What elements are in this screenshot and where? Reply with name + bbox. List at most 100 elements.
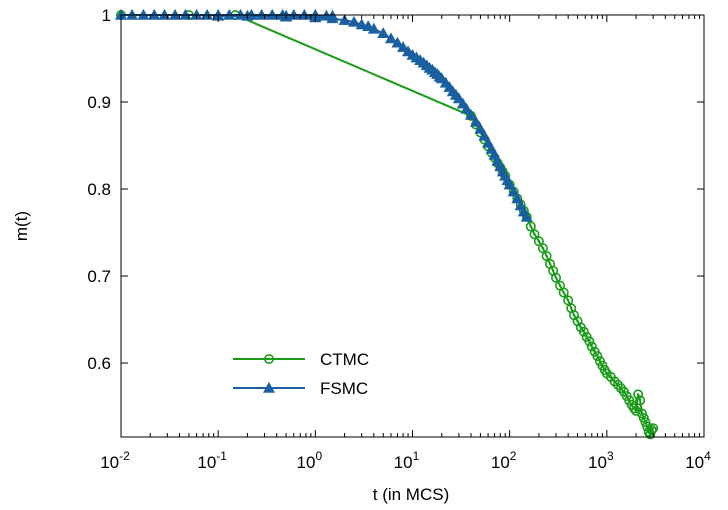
data-point [262, 381, 276, 393]
data-point [179, 8, 192, 20]
data-point [326, 12, 339, 24]
data-point [558, 287, 569, 298]
data-point [266, 8, 279, 20]
data-point [503, 178, 516, 190]
data-point-center [551, 269, 555, 273]
data-point-center [650, 428, 653, 432]
series-line [121, 14, 528, 218]
data-point [648, 423, 659, 434]
data-point [478, 129, 491, 141]
data-point [355, 18, 368, 30]
data-point-center [582, 330, 586, 333]
data-point [525, 221, 536, 232]
data-point [584, 336, 595, 347]
y-tick-label: 0.6 [87, 354, 111, 373]
series-ctmc [116, 10, 659, 440]
legend-item-fsmc: FSMC [233, 379, 368, 398]
x-tick-label: 10-2 [100, 449, 130, 472]
data-point [169, 8, 182, 20]
data-point-center [558, 284, 562, 287]
series-line [121, 14, 654, 437]
data-point [397, 41, 410, 52]
data-point [338, 14, 351, 25]
y-tick-label: 0.9 [87, 93, 111, 112]
data-point-center [638, 399, 642, 402]
data-point-center [548, 262, 552, 266]
data-point [640, 417, 651, 428]
data-point-center [572, 313, 576, 317]
x-tick-label: 102 [491, 449, 517, 472]
data-point-center [636, 393, 640, 396]
data-point [464, 108, 478, 120]
data-point [578, 326, 589, 337]
legend: CTMC FSMC [233, 350, 369, 398]
data-point-center [545, 254, 548, 258]
data-point [529, 229, 540, 240]
data-point [367, 22, 380, 34]
data-point [638, 412, 649, 423]
ticks-layer: 10-2 10-1 100 101 102 103 104 0.6 0.7 0.8 0.9 1 [87, 6, 711, 472]
data-point-center [570, 307, 573, 310]
data-point [460, 102, 473, 114]
data-point [592, 351, 603, 362]
data-point [511, 192, 524, 204]
data-point [287, 8, 300, 20]
x-tick-label: 101 [394, 449, 420, 472]
data-point [148, 8, 161, 20]
data-point [551, 272, 562, 283]
data-point [223, 8, 236, 20]
data-point-center [267, 357, 271, 361]
data-point-center [651, 427, 655, 430]
data-point-center [529, 225, 532, 228]
x-tick-label: 103 [588, 449, 614, 472]
data-point [631, 405, 642, 416]
data-point-center [590, 345, 593, 348]
data-point [469, 115, 482, 127]
data-point-center [554, 276, 558, 279]
y-tick-label: 1 [102, 6, 111, 25]
data-point-center [562, 291, 565, 294]
legend-label: CTMC [320, 350, 369, 369]
data-point [201, 8, 214, 20]
data-point-center [541, 246, 545, 250]
data-point [628, 403, 639, 414]
data-point [298, 8, 311, 20]
series-fsmc [114, 8, 533, 222]
data-point [520, 210, 533, 222]
data-point [391, 36, 404, 48]
data-point [586, 341, 597, 352]
data-point-center [596, 354, 599, 358]
x-tick-label: 10-1 [197, 449, 227, 472]
data-point [474, 122, 487, 134]
data-point [137, 8, 150, 20]
legend-label: FSMC [320, 379, 368, 398]
data-point-center [537, 240, 541, 243]
data-point-center [533, 233, 536, 236]
data-point-center [576, 320, 579, 323]
data-point [347, 15, 361, 27]
series-layer [114, 8, 659, 440]
data-point [126, 8, 139, 20]
y-axis-label: m(t) [12, 211, 31, 241]
data-point [645, 429, 656, 440]
data-point [507, 185, 520, 197]
data-point [633, 389, 644, 400]
x-axis-label: t (in MCS) [373, 485, 450, 504]
plot-frame [120, 14, 705, 438]
data-point [646, 425, 657, 436]
y-tick-label: 0.7 [87, 267, 111, 286]
data-point [263, 353, 274, 364]
data-point [377, 27, 390, 38]
data-point-center [634, 409, 638, 413]
data-point-center [566, 299, 570, 302]
y-tick-label: 0.8 [87, 180, 111, 199]
legend-item-ctmc: CTMC [233, 350, 369, 369]
data-point [635, 395, 646, 406]
x-tick-label: 100 [297, 449, 323, 472]
data-point [384, 32, 397, 44]
x-tick-label: 104 [685, 449, 711, 472]
data-point [234, 8, 247, 20]
data-point [190, 8, 203, 20]
data-point [537, 243, 548, 254]
